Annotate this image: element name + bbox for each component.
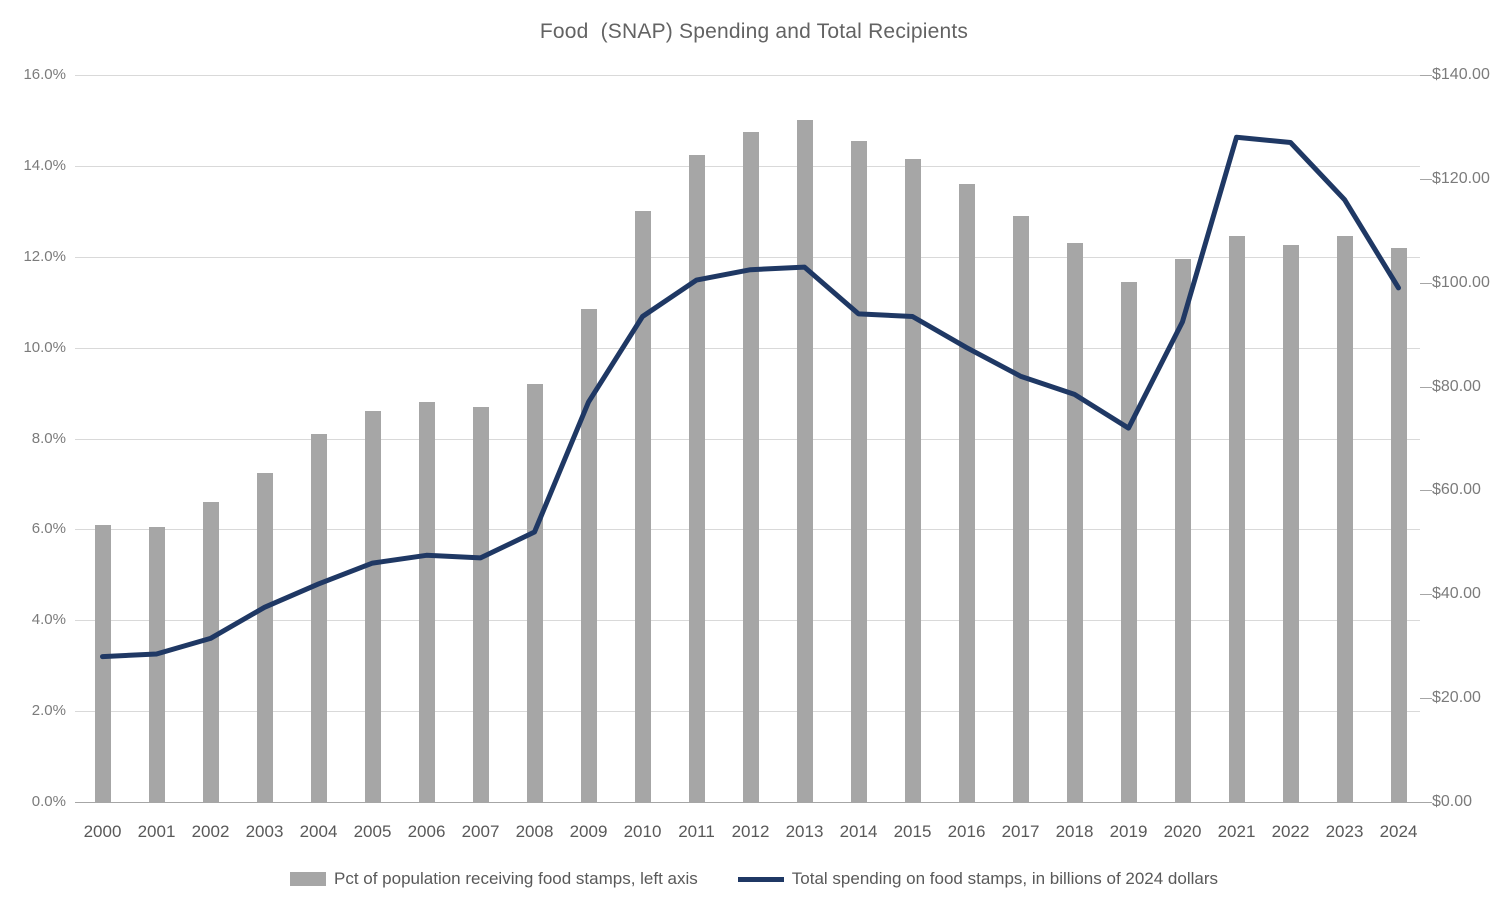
- right-axis-tick-label: $0.00: [1432, 793, 1473, 810]
- left-axis-tick-label: 12.0%: [23, 247, 66, 265]
- gridline: [75, 75, 1420, 76]
- bar-2018: [1066, 243, 1083, 802]
- right-axis-tick-label: $20.00: [1432, 689, 1481, 707]
- x-axis-label-2005: 2005: [353, 822, 392, 841]
- bar-2004: [310, 433, 327, 802]
- bar-2003: [256, 472, 273, 802]
- line-series-swatch: [737, 876, 784, 882]
- right-axis-tick-label: $140.00: [1432, 66, 1490, 83]
- bar-2009: [580, 309, 597, 802]
- x-axis-label-2010: 2010: [623, 822, 662, 841]
- x-axis-label-2003: 2003: [245, 822, 284, 841]
- x-axis-label-2024: 2024: [1379, 822, 1418, 841]
- x-axis-label-2016: 2016: [947, 822, 986, 841]
- right-axis-tick-label: $40.00: [1432, 585, 1481, 603]
- x-axis-label-2023: 2023: [1325, 822, 1364, 841]
- x-axis-label-2000: 2000: [83, 822, 122, 841]
- legend-item-line: Total spending on food stamps, in billio…: [737, 869, 1219, 889]
- x-axis-label-2002: 2002: [191, 822, 230, 841]
- bar-2012: [742, 131, 759, 802]
- right-axis-tick-label: $60.00: [1432, 481, 1481, 499]
- bar-2007: [472, 406, 489, 802]
- bar-2008: [526, 383, 543, 802]
- left-axis-tick-label: 8.0%: [31, 429, 66, 447]
- x-axis-line: [75, 802, 1420, 803]
- plot-area: [75, 75, 1420, 802]
- bar-2017: [1012, 215, 1029, 802]
- line-series-label: Total spending on food stamps, in billio…: [791, 869, 1219, 888]
- left-axis-tick-label: 16.0%: [23, 66, 66, 83]
- x-axis-label-2012: 2012: [731, 822, 770, 841]
- x-axis-label-2021: 2021: [1217, 822, 1256, 841]
- x-axis-label-2009: 2009: [569, 822, 608, 841]
- x-axis-label-2018: 2018: [1055, 822, 1094, 841]
- right-axis-tick: [1420, 282, 1432, 284]
- x-axis-label-2013: 2013: [785, 822, 824, 841]
- x-axis-label-2015: 2015: [893, 822, 932, 841]
- right-axis-tick: [1420, 698, 1432, 700]
- right-axis-tick-label: $100.00: [1432, 273, 1490, 291]
- spending-line-layer: [100, 134, 1401, 660]
- left-axis-tick-label: 10.0%: [23, 338, 66, 356]
- bar-2014: [850, 140, 867, 802]
- x-axis-label-2006: 2006: [407, 822, 446, 841]
- x-axis-label-2014: 2014: [839, 822, 878, 841]
- right-axis-tick: [1420, 594, 1432, 596]
- left-axis-tick-label: 2.0%: [31, 702, 66, 720]
- right-axis-tick: [1420, 386, 1432, 388]
- x-axis-label-2007: 2007: [461, 822, 500, 841]
- right-axis-tick: [1420, 490, 1432, 492]
- chart-title: Food (SNAP) Spending and Total Recipient…: [539, 20, 969, 43]
- bar-series-label: Pct of population receiving food stamps,…: [333, 869, 698, 888]
- bar-2006: [418, 402, 435, 802]
- bar-2023: [1336, 236, 1353, 802]
- x-axis-label-2022: 2022: [1271, 822, 1310, 841]
- bar-2011: [688, 154, 705, 802]
- bar-2010: [634, 211, 651, 802]
- x-axis-label-2004: 2004: [299, 822, 338, 841]
- bar-2024: [1390, 247, 1407, 802]
- bar-2013: [796, 120, 813, 802]
- right-axis-tick-label: $80.00: [1432, 377, 1481, 395]
- left-axis-tick-label: 14.0%: [23, 156, 66, 174]
- bar-2000: [94, 524, 111, 802]
- spending-line: [100, 134, 1401, 660]
- bar-2005: [364, 411, 381, 802]
- bar-2016: [958, 184, 975, 802]
- left-axis-tick-label: 0.0%: [31, 793, 66, 810]
- left-axis-tick-label: 6.0%: [31, 520, 66, 538]
- x-axis-label-2008: 2008: [515, 822, 554, 841]
- right-axis-tick: [1420, 75, 1432, 76]
- right-axis-tick: [1420, 802, 1432, 803]
- bar-2021: [1228, 236, 1245, 802]
- legend: Pct of population receiving food stamps,…: [0, 869, 1508, 889]
- bar-series-swatch: [289, 872, 326, 886]
- bar-2001: [148, 527, 165, 802]
- legend-item-bars: Pct of population receiving food stamps,…: [289, 869, 698, 889]
- bar-2022: [1282, 245, 1299, 802]
- x-axis-label-2001: 2001: [137, 822, 176, 841]
- x-axis-label-2020: 2020: [1163, 822, 1202, 841]
- x-axis-label-2019: 2019: [1109, 822, 1148, 841]
- bar-2020: [1174, 259, 1191, 802]
- x-axis-label-2017: 2017: [1001, 822, 1040, 841]
- x-axis-label-2011: 2011: [678, 822, 715, 841]
- right-axis-tick: [1420, 178, 1432, 180]
- bar-2002: [202, 502, 219, 802]
- right-axis-tick-label: $120.00: [1432, 169, 1490, 187]
- left-axis-tick-label: 4.0%: [31, 611, 66, 629]
- bar-2019: [1120, 281, 1137, 802]
